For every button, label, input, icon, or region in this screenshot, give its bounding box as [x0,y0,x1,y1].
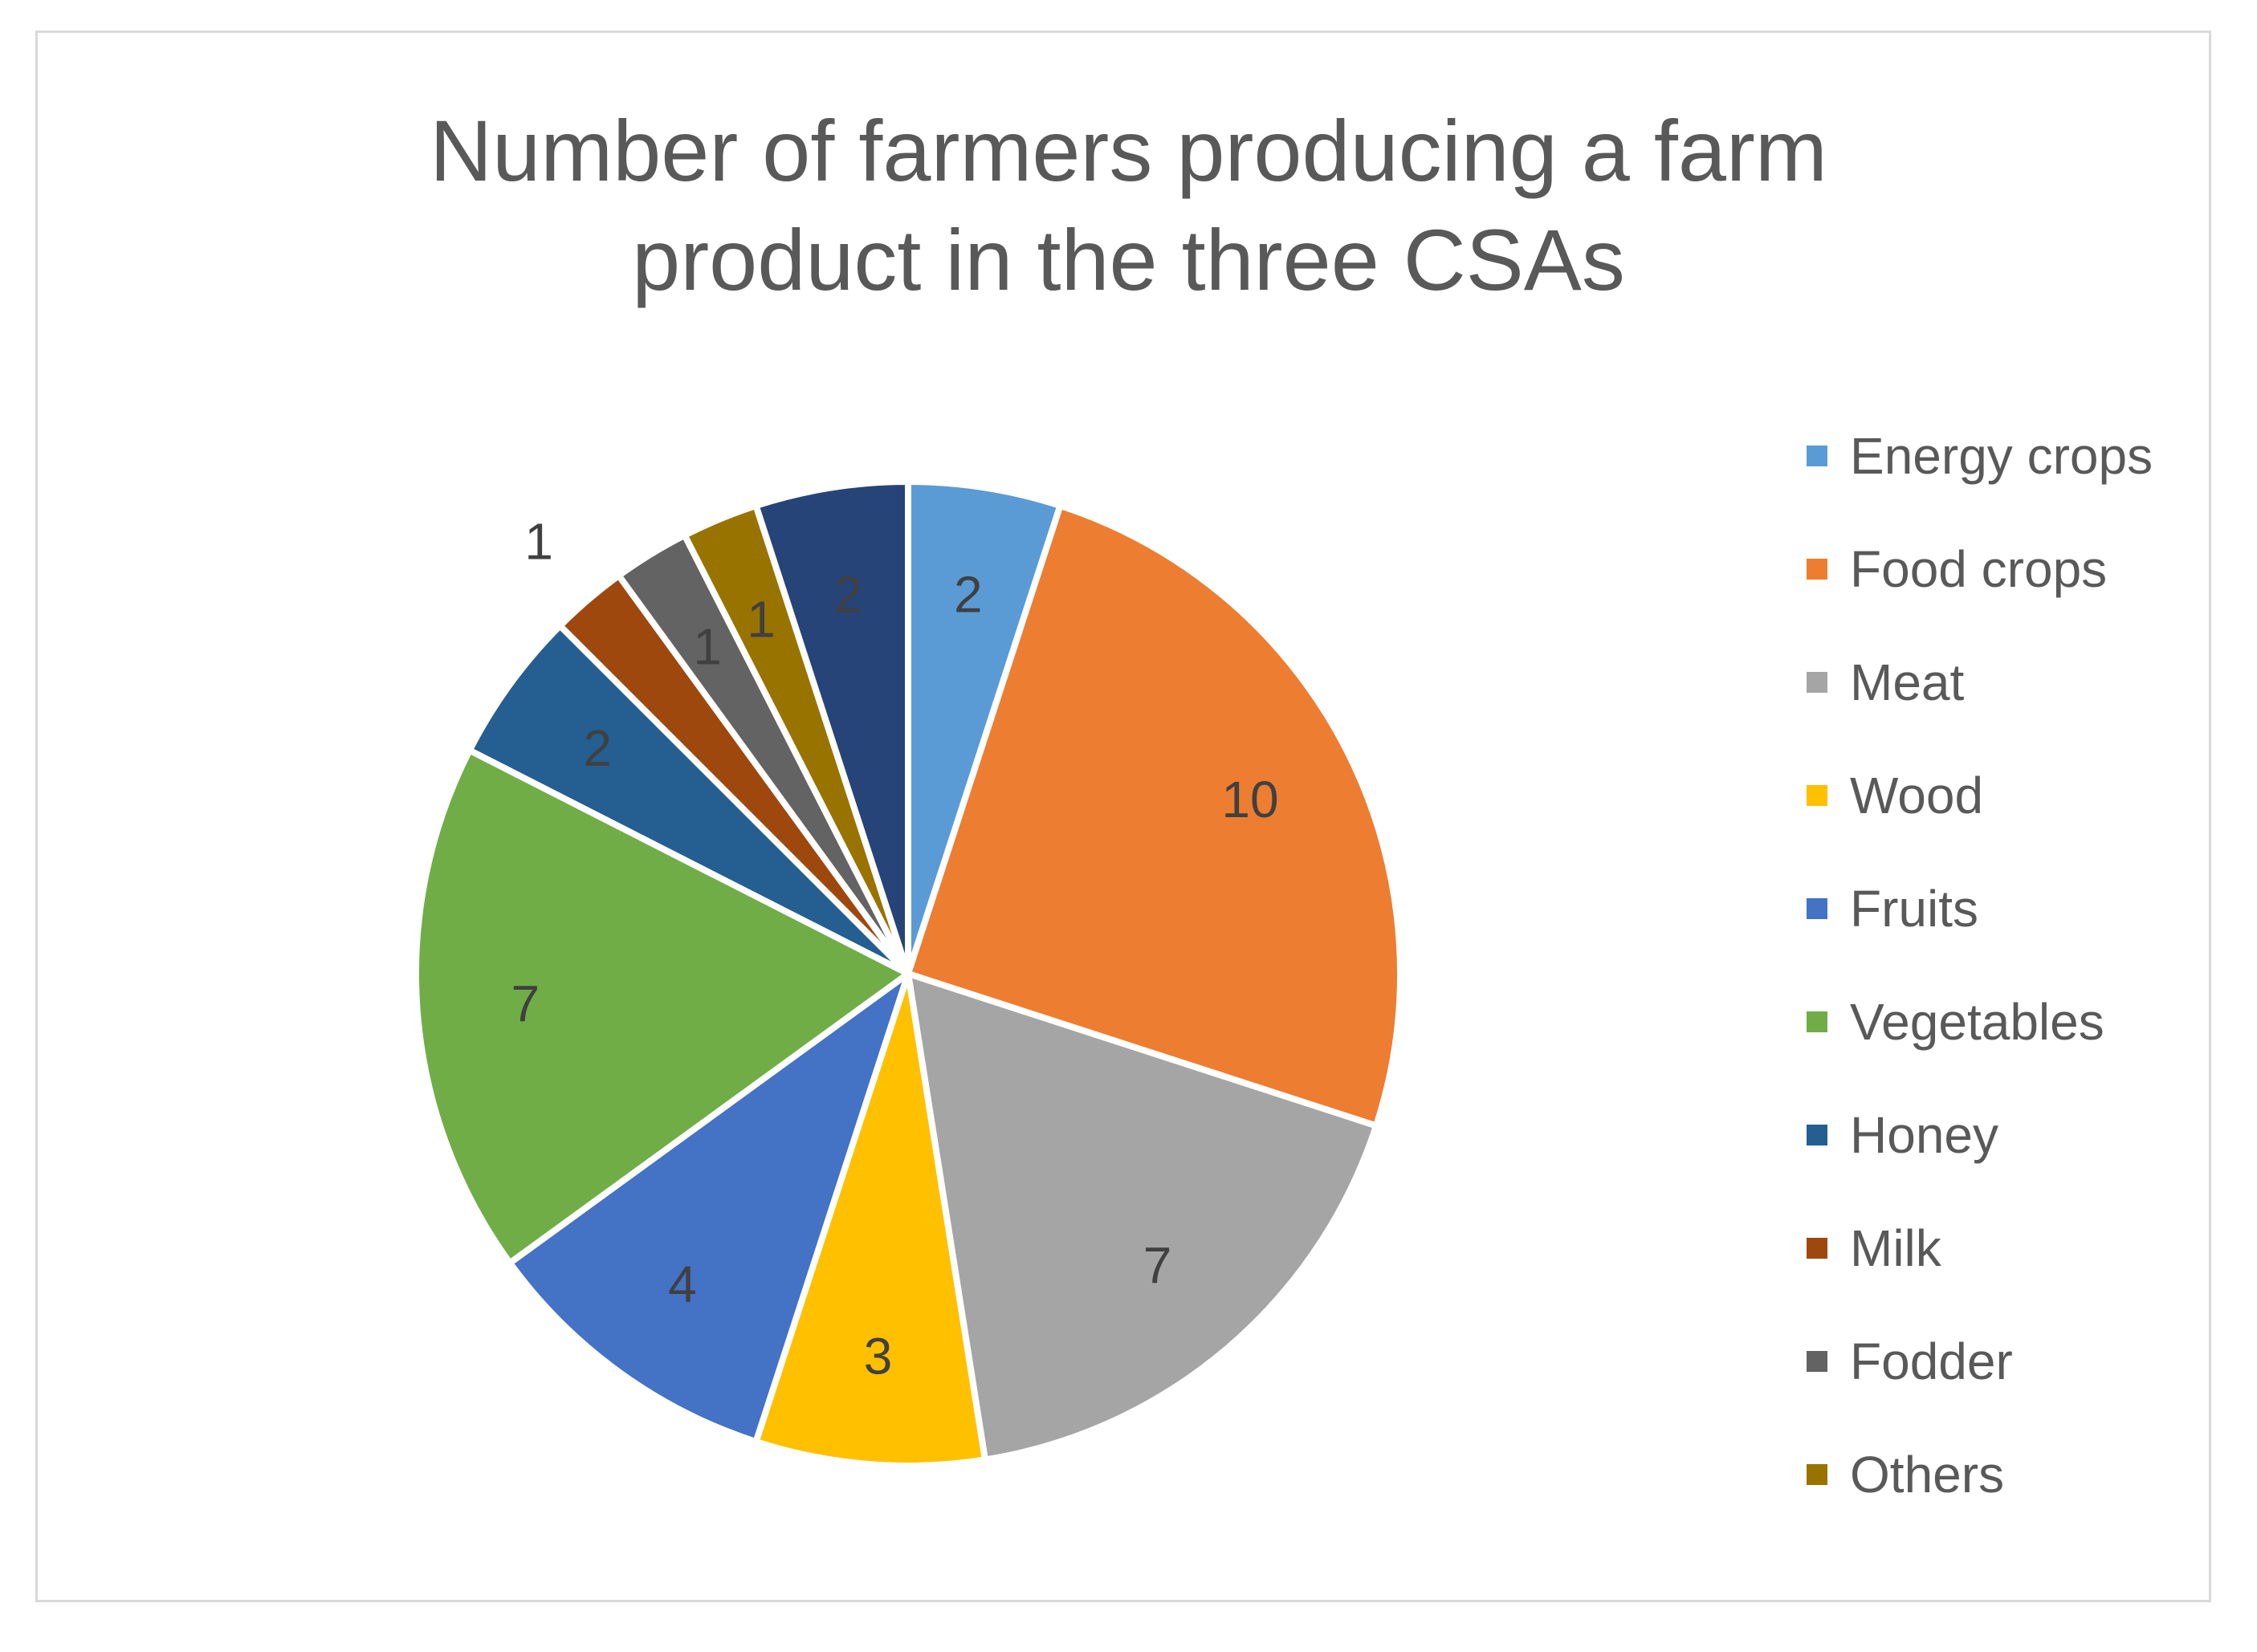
legend-label: Meat [1850,653,1965,711]
data-label-meat: 7 [1143,1237,1172,1295]
data-label-unlabeled-10: 2 [833,566,862,624]
legend-item-meat: Meat [1807,656,2224,769]
legend-item-food-crops: Food crops [1807,543,2224,656]
pie-slice-unlabeled-10 [752,478,911,977]
legend-swatch [1807,672,1827,693]
pie-slice-honey [466,622,911,977]
legend-label: Food crops [1850,540,2108,598]
legend-swatch [1807,1238,1827,1259]
legend-swatch [1807,559,1827,580]
data-label-fodder: 1 [693,617,722,675]
legend-item-fodder: Fodder [1807,1335,2224,1448]
legend-label: Others [1850,1446,2005,1503]
legend-swatch [1807,785,1827,806]
data-label-vegetables: 7 [511,975,540,1033]
legend-label: Wood [1850,767,1984,824]
legend-item-vegetables: Vegetables [1807,995,2224,1109]
data-label-others: 1 [747,590,776,648]
legend-item-fruits: Fruits [1807,882,2224,995]
pie-slice-wood [752,970,988,1469]
legend-swatch [1807,446,1827,466]
data-label-energy-crops: 2 [954,566,983,624]
data-label-fruits: 4 [668,1255,697,1313]
legend-item-others: Others [1807,1448,2224,1561]
pie-slice-meat [905,970,1379,1463]
legend-label: Energy crops [1850,427,2153,485]
legend-label: Honey [1850,1106,1998,1164]
data-label-milk: 1 [524,513,553,571]
legend-item-wood: Wood [1807,769,2224,882]
legend-label: Fodder [1850,1333,2013,1390]
legend-swatch [1807,1464,1827,1485]
legend-swatch [1807,898,1827,919]
chart-legend: Energy crops Food crops Meat Wood Fruits Vege… [1807,429,2224,1561]
legend-swatch [1807,1351,1827,1372]
pie-slice-food-crops [905,503,1403,1129]
data-label-honey: 2 [583,719,612,777]
chart-title: Number of farmers producing a farm produ… [430,102,1827,308]
legend-item-milk: Milk [1807,1222,2224,1335]
legend-swatch [1807,1125,1827,1145]
legend-label: Milk [1850,1219,1941,1277]
legend-label: Vegetables [1850,993,2104,1051]
data-label-food-crops: 10 [1221,771,1278,828]
legend-item-energy-crops: Energy crops [1807,429,2224,543]
data-label-wood: 3 [864,1328,893,1385]
legend-label: Fruits [1850,880,1978,938]
pie-slice-fruits [507,970,911,1445]
legend-item-honey: Honey [1807,1109,2224,1222]
legend-swatch [1807,1011,1827,1032]
pie-slice-vegetables [413,747,911,1267]
